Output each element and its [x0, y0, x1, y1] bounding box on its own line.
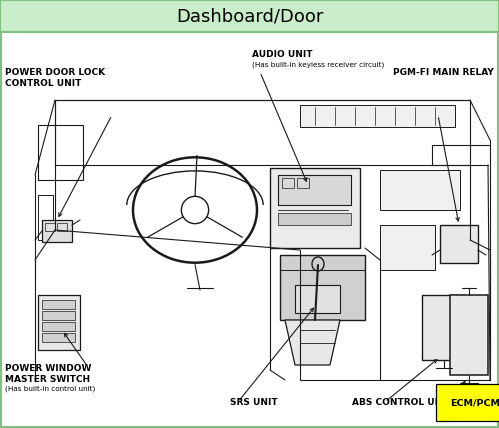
Text: (Has built-in control unit): (Has built-in control unit) — [5, 386, 95, 392]
Bar — [295, 285, 340, 313]
Text: ECM/PCM: ECM/PCM — [450, 398, 499, 407]
Bar — [42, 311, 75, 320]
Text: MASTER SWITCH: MASTER SWITCH — [5, 375, 90, 384]
Bar — [57, 223, 67, 231]
Bar — [278, 213, 351, 225]
Bar — [300, 105, 455, 127]
Bar — [38, 295, 80, 350]
Text: SRS UNIT: SRS UNIT — [230, 398, 277, 407]
Text: Dashboard/Door: Dashboard/Door — [176, 7, 323, 25]
Bar — [380, 225, 435, 270]
Bar — [297, 178, 309, 188]
Text: (Has built-in keyless receiver circuit): (Has built-in keyless receiver circuit) — [252, 61, 384, 68]
Bar — [42, 322, 75, 331]
Bar — [440, 225, 478, 263]
Bar — [42, 220, 72, 242]
Text: AUDIO UNIT: AUDIO UNIT — [252, 50, 312, 59]
Text: PGM-FI MAIN RELAY: PGM-FI MAIN RELAY — [393, 68, 494, 77]
Bar — [380, 170, 460, 210]
Bar — [38, 195, 53, 240]
FancyBboxPatch shape — [1, 32, 498, 427]
Bar — [42, 333, 75, 342]
Bar — [422, 295, 467, 360]
FancyBboxPatch shape — [0, 0, 499, 32]
Bar — [282, 178, 294, 188]
Bar — [450, 295, 488, 375]
Text: POWER DOOR LOCK: POWER DOOR LOCK — [5, 68, 105, 77]
Text: ABS CONTROL UNIT: ABS CONTROL UNIT — [352, 398, 452, 407]
Text: POWER WINDOW: POWER WINDOW — [5, 364, 91, 373]
Bar — [280, 255, 365, 320]
Bar — [270, 168, 360, 248]
Text: CONTROL UNIT: CONTROL UNIT — [5, 79, 81, 88]
Bar — [278, 175, 351, 205]
Bar — [42, 300, 75, 309]
Polygon shape — [285, 320, 340, 365]
Bar — [38, 125, 83, 180]
Bar — [45, 223, 55, 231]
